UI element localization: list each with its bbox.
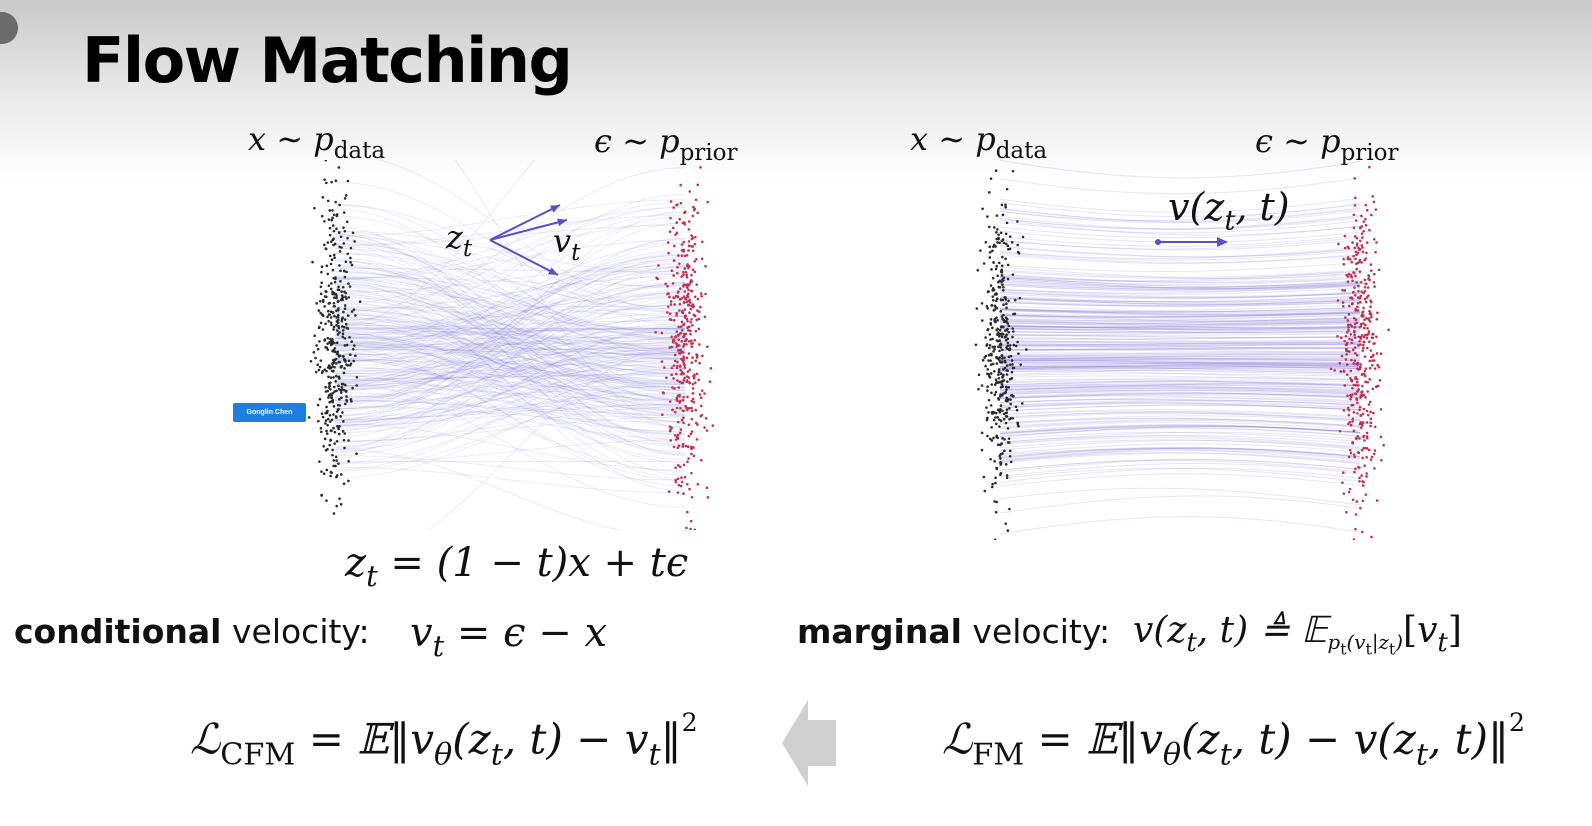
flow-lines bbox=[999, 160, 1361, 535]
conditional-velocity-equation: vt = ϵ − x bbox=[410, 610, 608, 664]
left-arrow-icon bbox=[782, 700, 836, 786]
conditional-velocity-label: conditional velocity: bbox=[14, 612, 370, 651]
conditional-flow-plot bbox=[307, 160, 715, 530]
fm-loss-equation: ℒFM = 𝔼‖vθ(zt, t) − v(zt, t)‖2 bbox=[942, 708, 1525, 773]
flow-lines bbox=[334, 160, 686, 530]
sample-points bbox=[974, 165, 1390, 540]
conditional-velocity-arrows bbox=[489, 204, 568, 276]
vt-label: vt bbox=[553, 222, 581, 267]
marginal-velocity-equation: v(zt, t) ≜ 𝔼pt(vt|zt)[vt] bbox=[1133, 610, 1462, 659]
right-prior-label: ϵ ∼ pprior bbox=[1255, 122, 1399, 167]
right-data-label: x ∼ pdata bbox=[910, 120, 1048, 165]
marginal-velocity-arrow bbox=[1155, 237, 1228, 247]
left-data-label: x ∼ pdata bbox=[248, 120, 386, 165]
velocity-field-label: v(zt, t) bbox=[1168, 185, 1290, 237]
presenter-name-badge: Gonglin Chen bbox=[233, 403, 306, 422]
corner-dot bbox=[0, 12, 18, 44]
left-prior-label: ϵ ∼ pprior bbox=[594, 122, 738, 167]
marginal-velocity-label: marginal velocity: bbox=[797, 612, 1111, 651]
interpolation-equation: zt = (1 − t)x + tϵ bbox=[345, 540, 689, 594]
marginal-flow-plot bbox=[974, 160, 1390, 540]
slide-title: Flow Matching bbox=[82, 24, 573, 97]
zt-label: zt bbox=[446, 218, 473, 263]
cfm-loss-equation: ℒCFM = 𝔼‖vθ(zt, t) − vt‖2 bbox=[190, 708, 698, 773]
sample-points bbox=[307, 160, 715, 530]
